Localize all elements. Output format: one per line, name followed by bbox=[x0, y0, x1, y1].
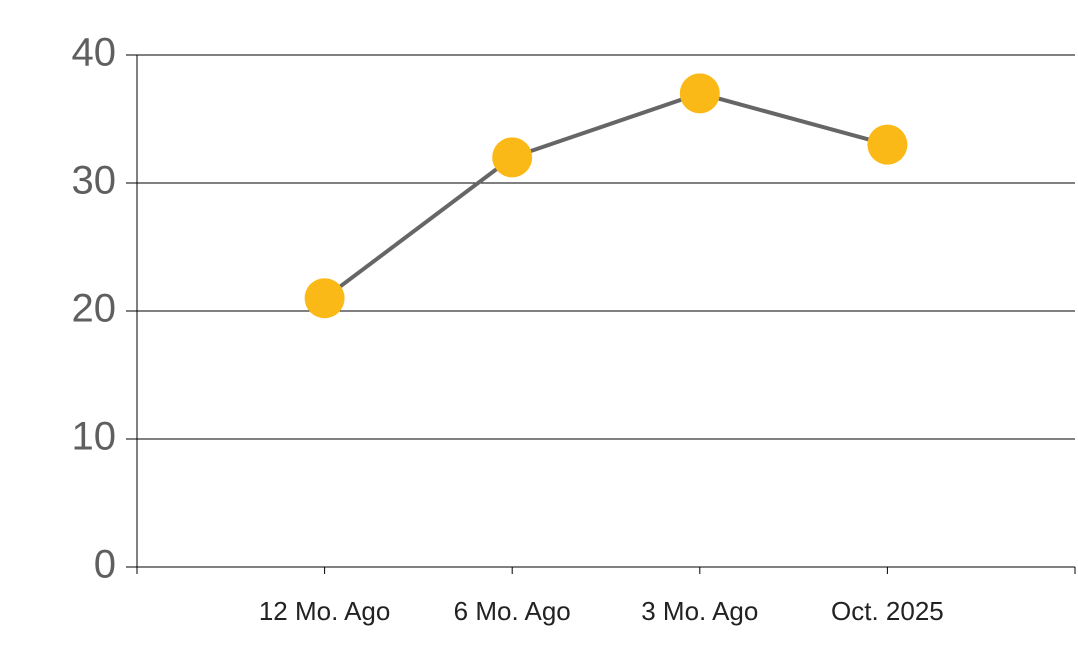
y-tick-label: 10 bbox=[72, 415, 117, 459]
x-tick-label: 12 Mo. Ago bbox=[259, 596, 391, 626]
marker bbox=[679, 73, 720, 114]
marker bbox=[304, 278, 345, 319]
x-tick-label: Oct. 2025 bbox=[831, 596, 944, 626]
y-tick-label: 30 bbox=[72, 159, 117, 203]
x-tick-label: 6 Mo. Ago bbox=[454, 596, 571, 626]
y-tick-label: 40 bbox=[72, 31, 117, 75]
y-tick-label: 0 bbox=[94, 543, 116, 587]
x-tick-label: 3 Mo. Ago bbox=[641, 596, 758, 626]
y-tick-label: 20 bbox=[72, 287, 117, 331]
line bbox=[323, 91, 888, 300]
marker bbox=[867, 124, 908, 165]
marker bbox=[492, 137, 533, 178]
